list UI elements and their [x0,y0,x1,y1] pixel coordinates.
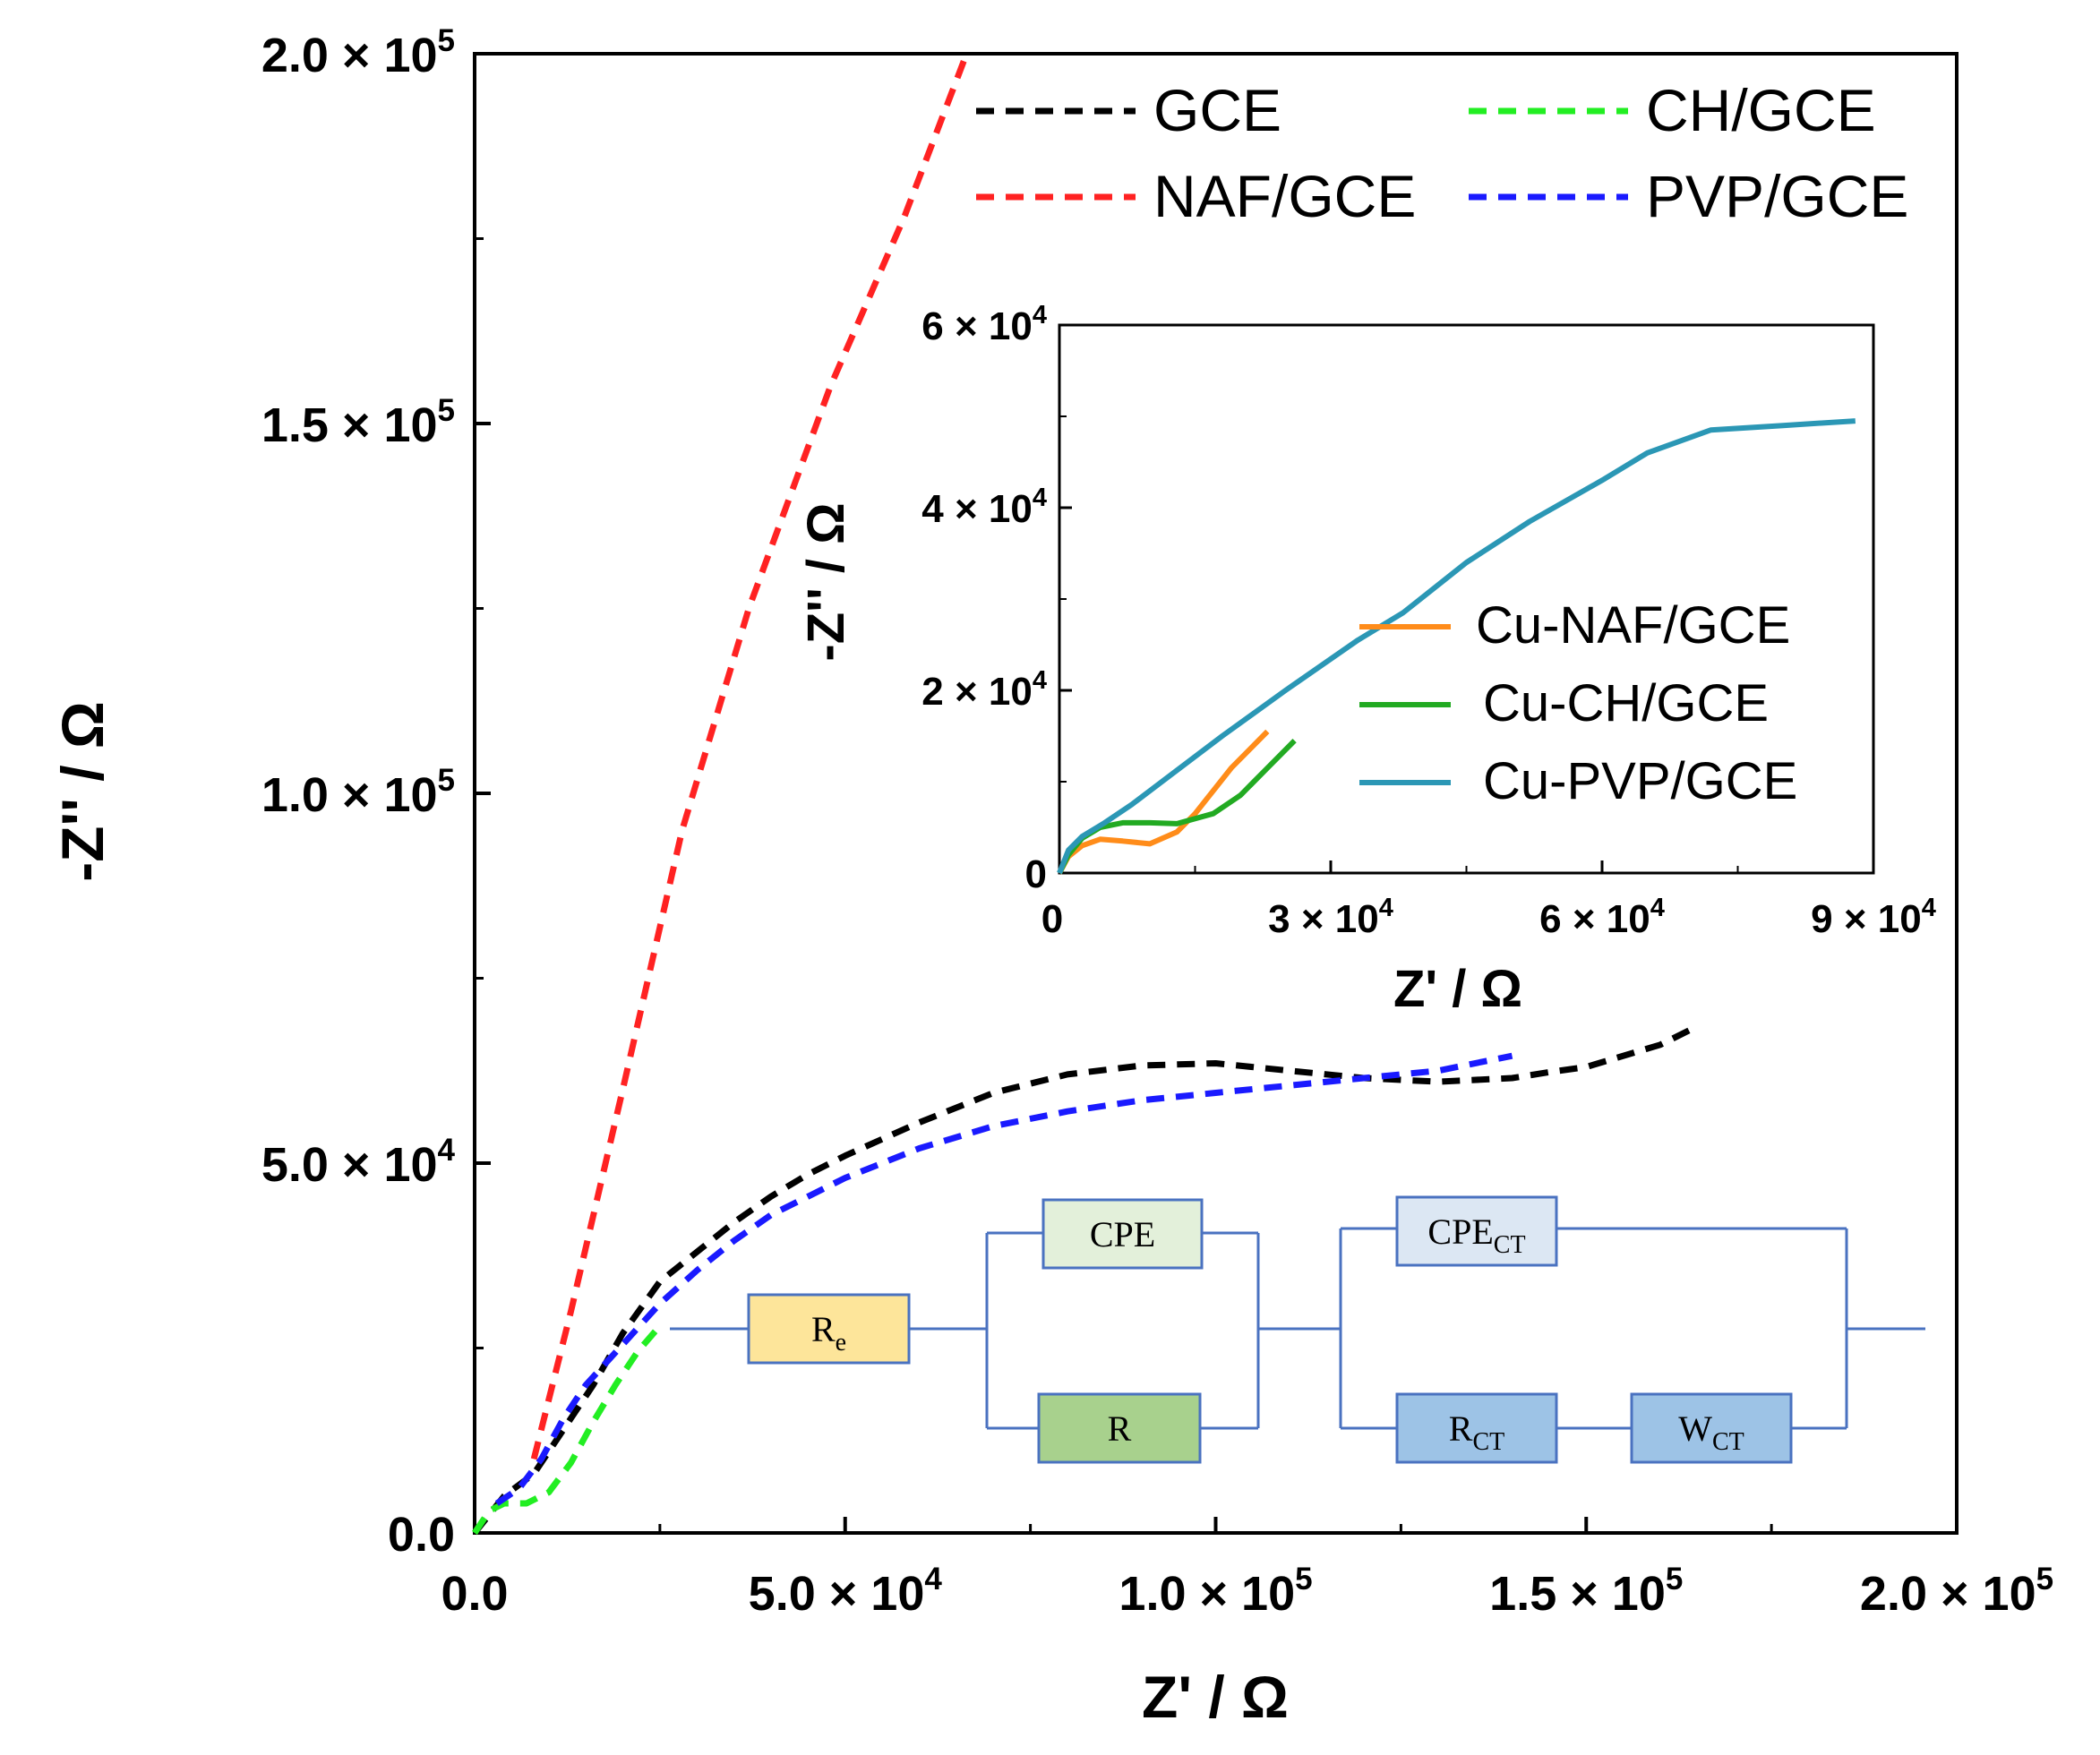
legend-label-naf-gce: NAF/GCE [1153,163,1416,229]
inset-x-tick-label: 9 × 104 [1811,894,1936,941]
inset-y-tick-label: 6 × 104 [921,301,1047,348]
inset-y-axis-title: -Z'' / Ω [797,502,855,661]
circuit-r-ct-box [1395,1392,1558,1464]
circuit-r-ct-label: RCT [1449,1408,1504,1456]
main-x-tick-label: 0.0 [441,1567,508,1621]
inset-x-tick-label: 6 × 104 [1539,894,1665,941]
main-x-tick-label: 1.5 × 105 [1489,1562,1683,1621]
inset-y-tick-label: 4 × 104 [921,484,1047,531]
inset-legend: Cu-NAF/GCE Cu-CH/GCE Cu-PVP/GCE [1359,596,1797,810]
equivalent-circuit: Re CPE R CPECT RCT WCT [670,1195,1925,1464]
main-x-tick-label: 1.0 × 105 [1119,1562,1312,1621]
inset-legend-label-cu-ch-gce: Cu-CH/GCE [1483,674,1769,732]
inset-x-axis-title: Z' / Ω [1393,960,1522,1018]
circuit-cpe-box [1041,1198,1204,1270]
circuit-r-box [1037,1392,1202,1464]
circuit-r-label: R [1108,1408,1132,1449]
main-y-axis-title: -Z'' / Ω [49,701,116,882]
circuit-cpe-label: CPE [1090,1214,1155,1254]
circuit-w-ct-box [1630,1392,1793,1464]
circuit-w-ct-label: WCT [1678,1408,1744,1456]
series-cu-naf-gce-line [1057,729,1270,875]
series-gce-line [472,1023,1699,1536]
main-x-axis-title: Z' / Ω [1142,1664,1289,1730]
legend-label-pvp-gce: PVP/GCE [1646,163,1908,229]
main-y-tick-label: 5.0 × 104 [261,1133,456,1192]
inset-plot: 0 3 × 104 6 × 104 9 × 104 0 2 × 104 4 × 104 6 ×… [797,301,1936,1018]
inset-plot-frame [1058,323,1875,875]
inset-y-tick-label: 0 [1025,852,1047,896]
inset-legend-label-cu-naf-gce: Cu-NAF/GCE [1476,596,1790,655]
main-y-tick-label: 1.5 × 105 [261,393,455,452]
main-y-tick-label: 0.0 [388,1508,455,1562]
legend-label-ch-gce: CH/GCE [1646,77,1876,143]
circuit-cpe-ct-label: CPECT [1427,1211,1525,1259]
main-x-tick-label: 2.0 × 105 [1860,1562,2053,1621]
circuit-cpe-ct-box [1395,1195,1558,1267]
series-cu-pvp-gce-line [1057,418,1856,875]
main-x-tick-label: 5.0 × 104 [749,1562,943,1621]
inset-x-tick-label: 3 × 104 [1268,894,1393,941]
circuit-re-box [747,1293,911,1365]
series-ch-gce-line [472,1323,663,1535]
main-y-tick-label: 2.0 × 105 [261,23,455,82]
circuit-re-label: Re [811,1309,846,1357]
main-y-tick-label: 1.0 × 105 [261,763,455,822]
series-naf-gce-line [530,60,967,1460]
inset-x-tick-label: 0 [1041,897,1063,941]
main-plot: 0.0 5.0 × 104 1.0 × 105 1.5 × 105 2.0 × 105 0… [49,23,2053,1730]
series-pvp-gce-line [494,1052,1513,1506]
inset-y-tick-label: 2 × 104 [921,666,1047,714]
legend-label-gce: GCE [1153,77,1281,143]
inset-legend-label-cu-pvp-gce: Cu-PVP/GCE [1483,752,1797,810]
main-legend: GCE CH/GCE NAF/GCE PVP/GCE [976,77,1908,229]
